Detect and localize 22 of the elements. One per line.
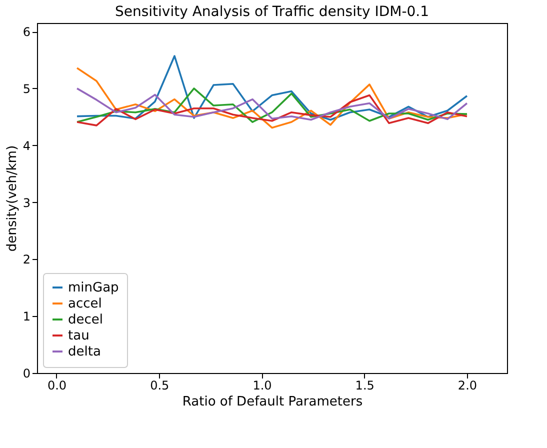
line-series: [76, 55, 468, 121]
x-axis-title: Ratio of Default Parameters: [182, 394, 363, 410]
y-tick-label: 6: [22, 25, 30, 40]
y-tick-label: 3: [22, 196, 30, 210]
y-tick-label: 1: [22, 310, 30, 324]
legend-label: accel: [68, 296, 102, 312]
y-tick-label: 4: [22, 138, 30, 153]
x-tick-label: 1.0: [252, 378, 272, 392]
legend-label: delta: [68, 344, 101, 360]
x-tick-label: 2.0: [458, 378, 478, 392]
chart-title: Sensitivity Analysis of Traffic density IDM-0.1: [114, 4, 430, 20]
legend-label: minGap: [68, 280, 119, 296]
y-tick-label: 0: [22, 366, 30, 380]
y-tick-label: 5: [22, 82, 30, 96]
y-axis-title: density(veh/km): [4, 145, 20, 252]
y-tick-label: 2: [22, 252, 30, 267]
legend-label: decel: [68, 312, 104, 328]
x-tick-label: 0.5: [150, 378, 170, 392]
x-tick-label: 0.0: [47, 378, 67, 392]
legend-label: tau: [68, 328, 90, 344]
line-series: [76, 94, 468, 126]
x-tick-label: 1.5: [355, 378, 374, 392]
